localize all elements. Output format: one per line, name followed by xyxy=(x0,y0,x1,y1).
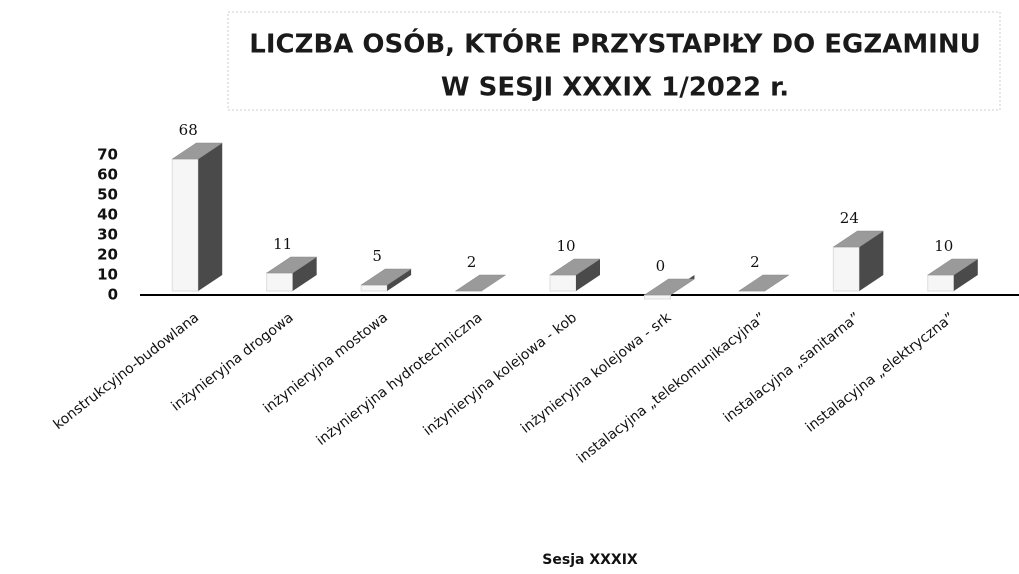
bar xyxy=(549,274,577,292)
bar-top xyxy=(171,142,224,160)
chart-title: LICZBA OSÓB, KTÓRE PRZYSTAPIŁY DO EGZAMI… xyxy=(249,28,980,60)
data-label: 68 xyxy=(179,121,198,139)
bar-top xyxy=(265,256,318,274)
x-tick-label: instalacyjna „telekomunikacyjna” xyxy=(574,310,769,467)
bar-top xyxy=(832,230,885,248)
bar-side xyxy=(953,259,978,291)
bar xyxy=(927,274,955,292)
bar-side xyxy=(387,269,412,291)
y-tick-label: 0 xyxy=(108,286,118,304)
bar xyxy=(171,158,199,292)
data-label: 5 xyxy=(372,247,382,265)
y-tick-label: 20 xyxy=(97,246,118,264)
bar-side xyxy=(859,231,884,291)
bar xyxy=(832,246,860,292)
bar-side xyxy=(576,259,600,291)
y-tick-label: 30 xyxy=(97,226,118,244)
bar-top xyxy=(360,268,412,286)
data-label: 24 xyxy=(840,209,859,227)
bar xyxy=(643,294,671,300)
x-tick-label: inżynieryjna kolejowa - kob xyxy=(421,310,580,440)
bar-top xyxy=(926,258,979,276)
bar-top xyxy=(549,258,601,276)
bar-side xyxy=(292,257,317,291)
bar xyxy=(360,284,388,292)
data-label: 10 xyxy=(934,237,953,255)
data-label: 0 xyxy=(656,257,666,275)
y-tick-label: 50 xyxy=(97,186,118,204)
y-tick-label: 10 xyxy=(97,266,118,284)
title-box xyxy=(227,11,1001,111)
bar-side xyxy=(198,143,223,291)
data-label: 2 xyxy=(750,253,760,271)
x-tick-label: konstrukcyjno-budowlana xyxy=(51,310,203,433)
bar xyxy=(266,272,294,292)
x-tick-label: inżynieryjna kolejowa - srk xyxy=(518,309,675,437)
bar-top xyxy=(738,274,790,292)
data-label: 2 xyxy=(467,253,477,271)
bar-top xyxy=(454,274,507,292)
y-tick-label: 70 xyxy=(97,146,118,164)
data-label: 11 xyxy=(273,235,292,253)
x-tick-label: instalacyjna „elektryczna” xyxy=(803,310,958,436)
y-tick-label: 60 xyxy=(97,166,118,184)
x-tick-label: inżynieryjna hydrotechniczna xyxy=(314,310,486,449)
bar-top xyxy=(643,278,696,296)
chart-title: W SESJI XXXIX 1/2022 r. xyxy=(441,73,789,103)
x-axis-label: Sesja XXXIX xyxy=(542,552,638,568)
y-tick-label: 40 xyxy=(97,206,118,224)
data-label: 10 xyxy=(556,237,575,255)
